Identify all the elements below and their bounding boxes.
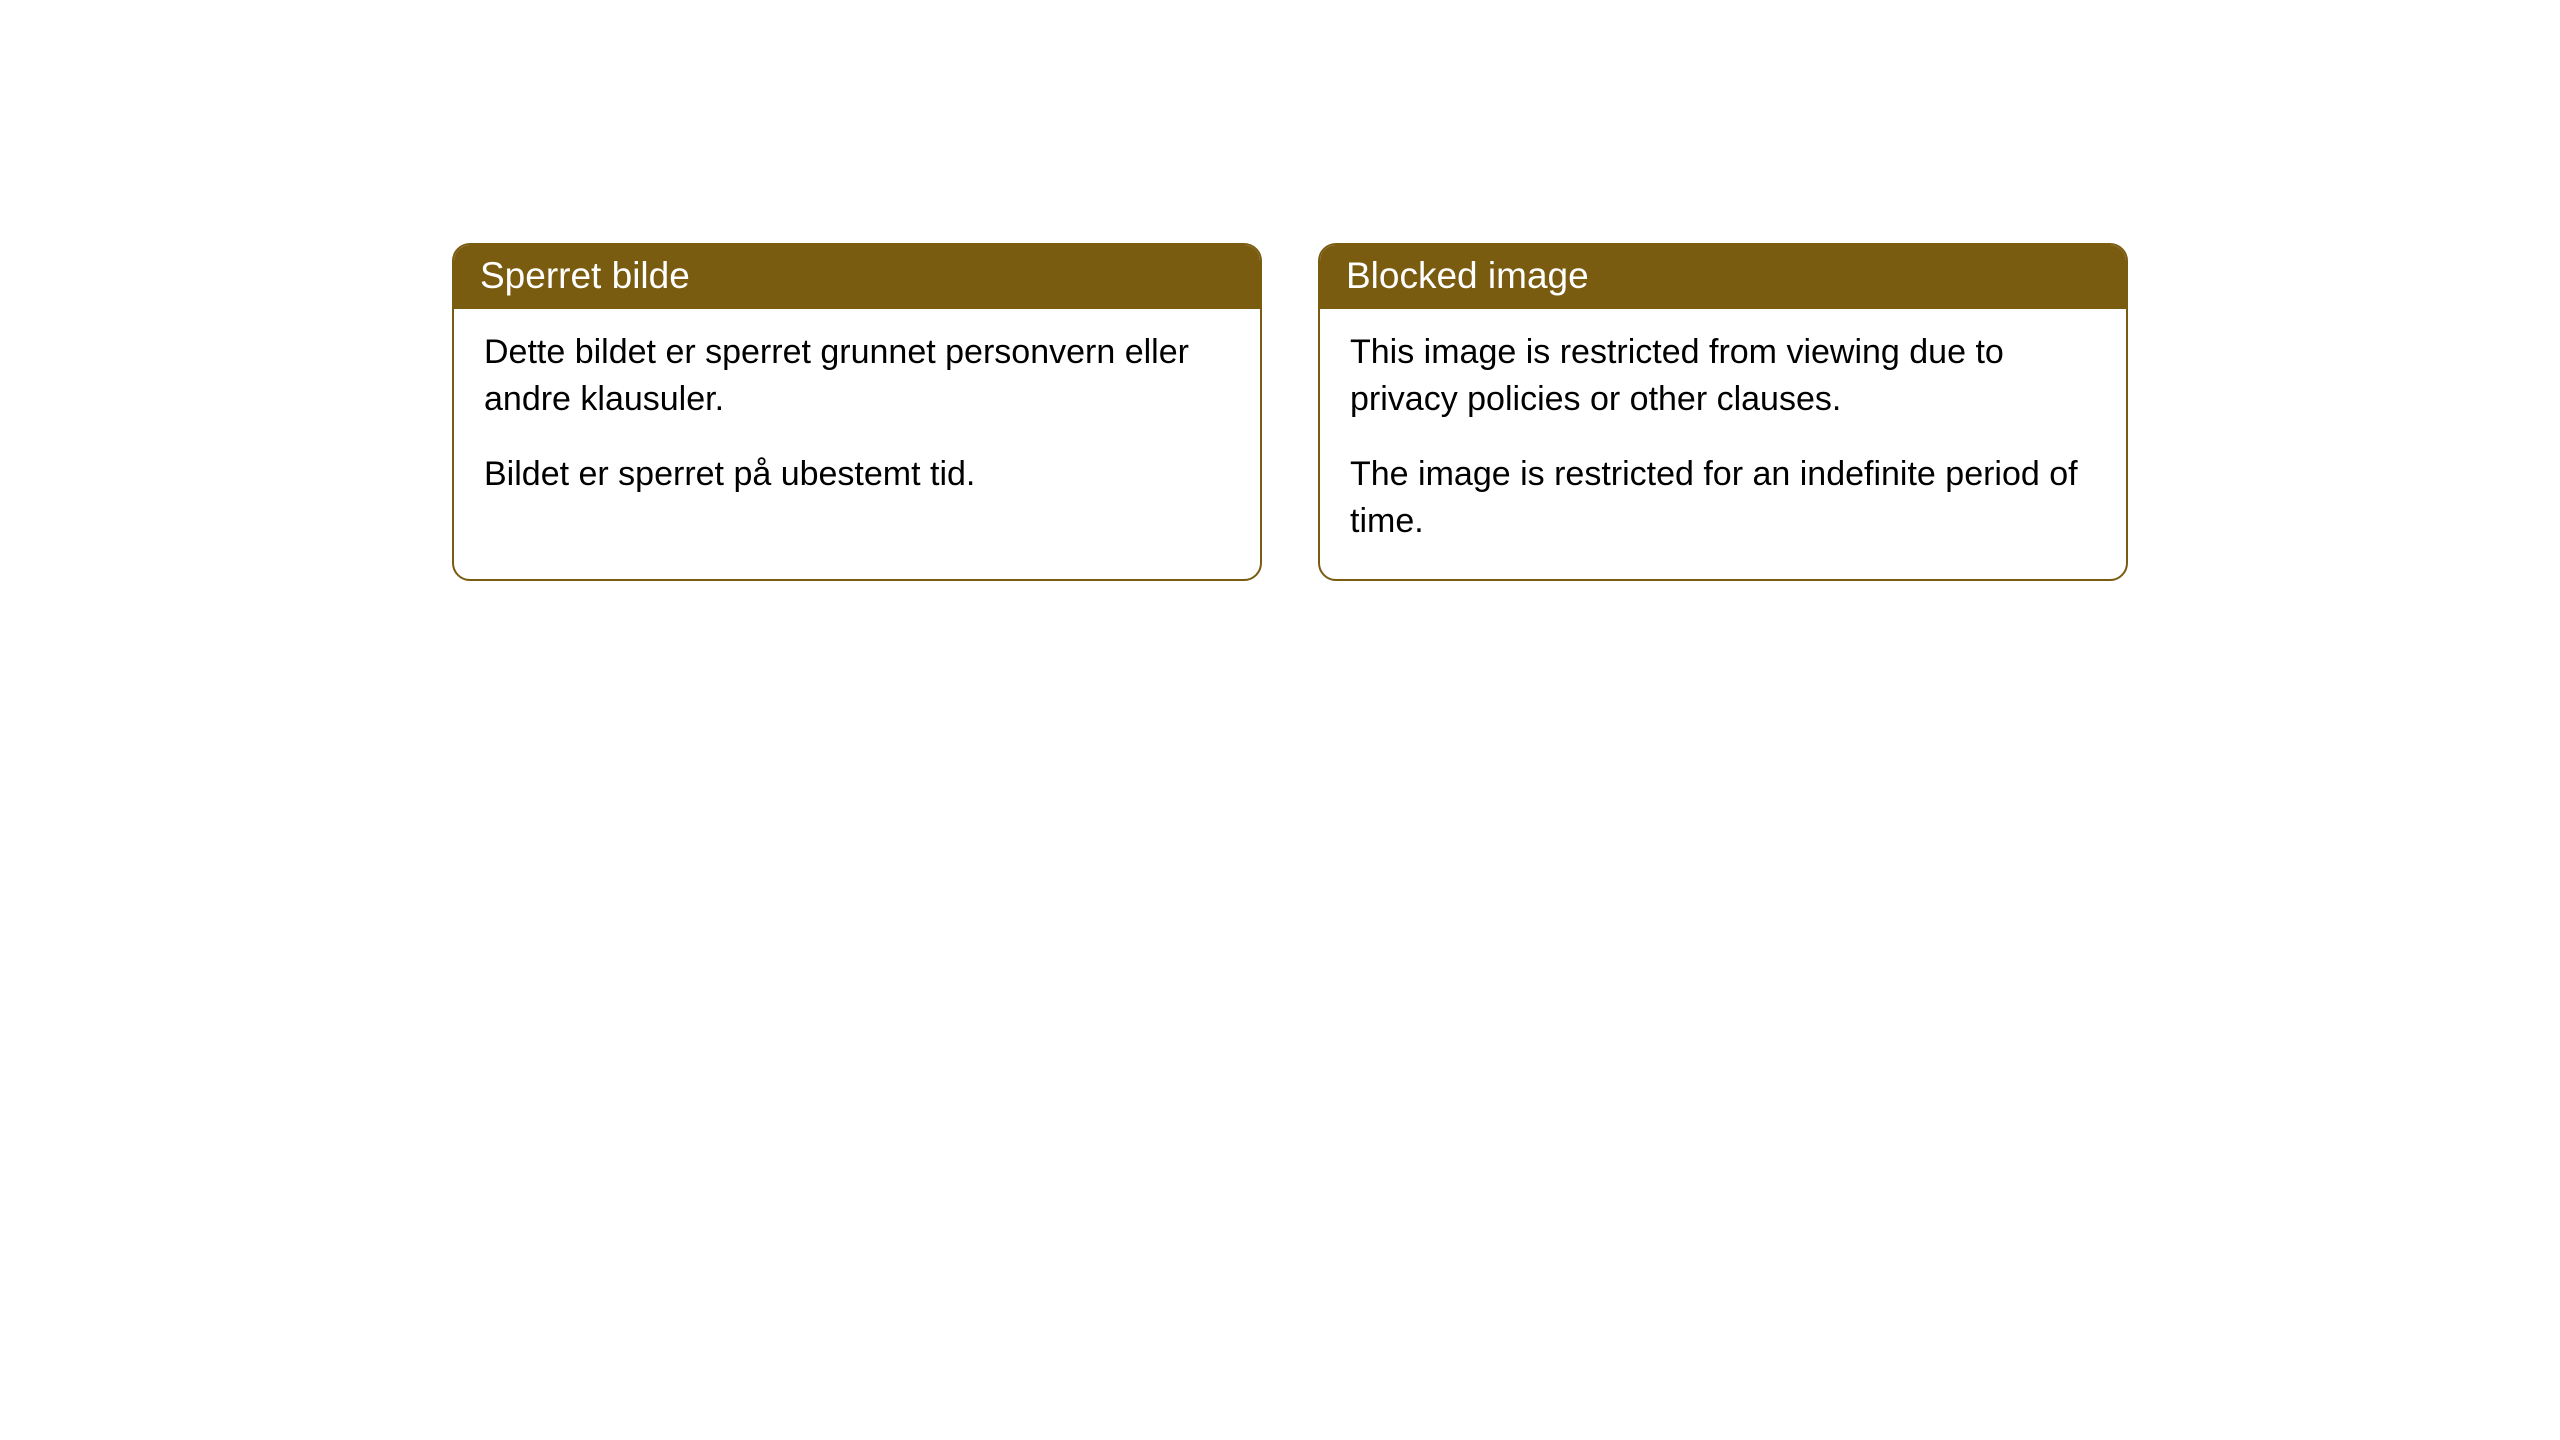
card-body: This image is restricted from viewing du… xyxy=(1320,309,2126,579)
card-title: Blocked image xyxy=(1346,255,1589,296)
card-header: Blocked image xyxy=(1320,245,2126,309)
card-paragraph: This image is restricted from viewing du… xyxy=(1350,329,2096,423)
card-title: Sperret bilde xyxy=(480,255,690,296)
card-body: Dette bildet er sperret grunnet personve… xyxy=(454,309,1260,532)
blocked-image-card-norwegian: Sperret bilde Dette bildet er sperret gr… xyxy=(452,243,1262,581)
card-header: Sperret bilde xyxy=(454,245,1260,309)
card-paragraph: The image is restricted for an indefinit… xyxy=(1350,451,2096,545)
card-paragraph: Bildet er sperret på ubestemt tid. xyxy=(484,451,1230,498)
blocked-image-card-english: Blocked image This image is restricted f… xyxy=(1318,243,2128,581)
cards-container: Sperret bilde Dette bildet er sperret gr… xyxy=(452,243,2128,581)
card-paragraph: Dette bildet er sperret grunnet personve… xyxy=(484,329,1230,423)
